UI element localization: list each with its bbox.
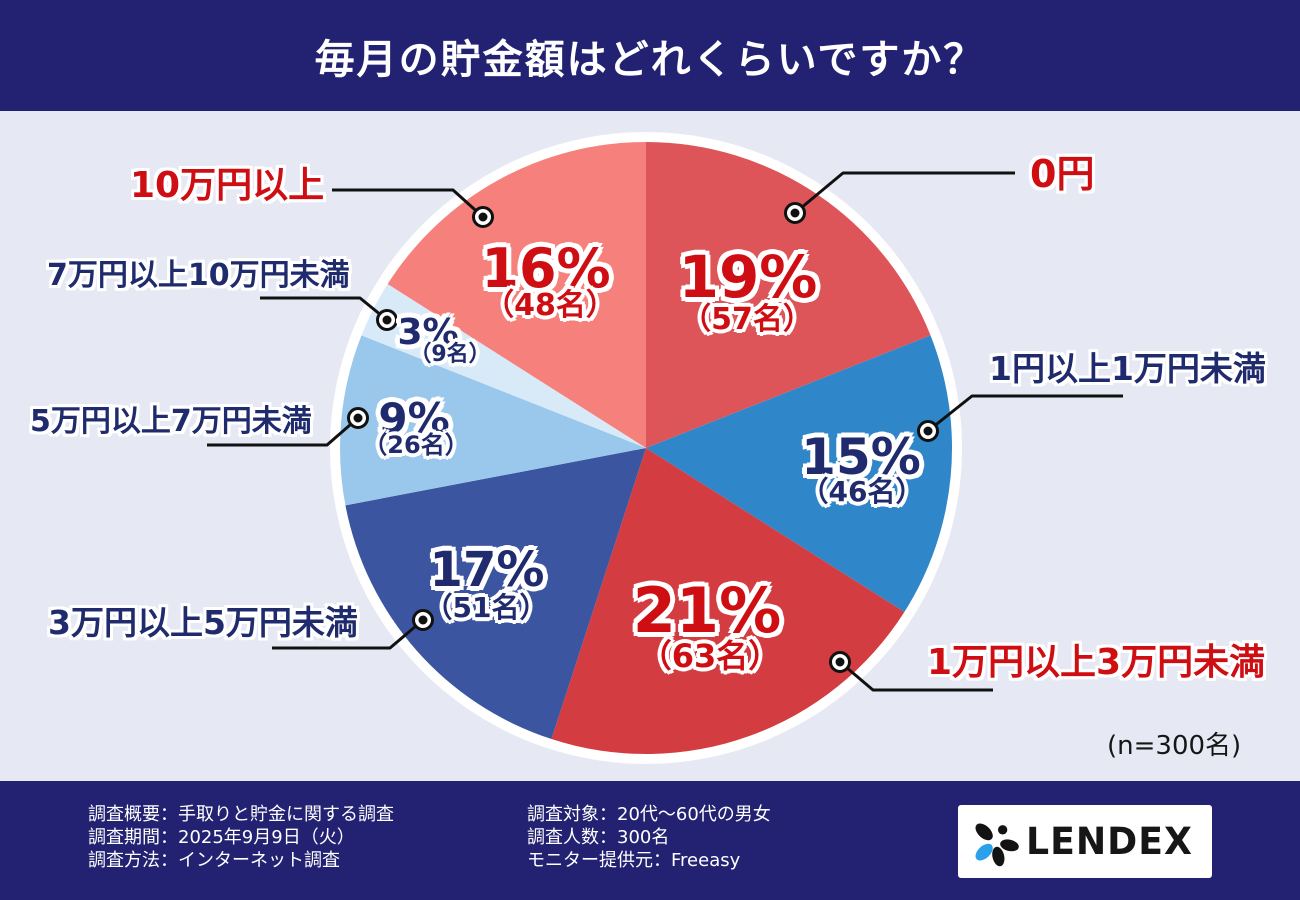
- slice-count-7to10man: （9名）: [409, 342, 491, 367]
- slice-count-5to7man: （26名）: [363, 431, 469, 459]
- callout-label-3to5man: 3万円以上5万円未満: [48, 603, 358, 642]
- callout-line-2: [839, 660, 993, 692]
- slice-pct-1to3man: 21%: [632, 574, 782, 647]
- slice-pct-7to10man: 3%: [397, 312, 459, 353]
- pie-slice-2: [551, 448, 905, 754]
- callout-line-4: [207, 416, 359, 447]
- survey-monitor: モニター提供元：Freeasy: [527, 850, 741, 871]
- callout-line-1: [927, 394, 1123, 433]
- callout-dot-inner-6: [478, 212, 488, 222]
- callout-dot-inner-4: [353, 413, 363, 423]
- callout-line-5: [260, 296, 388, 322]
- survey-period: 調査期間：2025年9月9日（火）: [88, 827, 355, 848]
- sample-size-label: (n=300名): [1107, 731, 1242, 761]
- slice-count-0en: （57名）: [681, 302, 813, 337]
- slice-pct-0en: 19%: [678, 243, 818, 311]
- callout-line-3: [272, 618, 424, 650]
- survey-info-right: 調査対象：20代〜60代の男女 調査人数：300名 モニター提供元：Freeas…: [527, 803, 771, 872]
- callout-line-6: [332, 188, 485, 219]
- pie-slice-4: [339, 335, 646, 506]
- callout-label-under1man: 1円以上1万円未満: [989, 349, 1266, 388]
- lendex-logo-text: LENDEX: [1026, 820, 1193, 863]
- pie-slice-1: [646, 335, 952, 612]
- survey-overview: 調査概要：手取りと貯金に関する調査: [88, 804, 394, 825]
- callout-dot-inner-2: [835, 657, 845, 667]
- callout-label-5to7man: 5万円以上7万円未満: [30, 404, 312, 439]
- callout-dot-inner-5: [382, 315, 392, 325]
- callout-label-7to10man: 7万円以上10万円未満: [47, 258, 350, 293]
- lendex-logo: LENDEX: [958, 805, 1212, 878]
- survey-target: 調査対象：20代〜60代の男女: [527, 804, 771, 825]
- title-bar: 毎月の貯金額はどれくらいですか？: [0, 0, 1300, 111]
- slice-pct-5to7man: 9%: [378, 394, 450, 443]
- slice-count-over10man: （48名）: [484, 288, 616, 323]
- slice-pct-over10man: 16%: [481, 237, 611, 300]
- callout-dot-inner-3: [418, 615, 428, 625]
- callout-dot-inner-1: [923, 426, 933, 436]
- page-title: 毎月の貯金額はどれくらいですか？: [314, 36, 986, 83]
- slice-count-3to5man: （51名）: [424, 591, 548, 624]
- slice-pct-3to5man: 17%: [429, 542, 545, 598]
- slice-count-1to3man: （63名）: [639, 637, 781, 675]
- pie-slice-6: [387, 142, 646, 448]
- callout-line-0: [794, 171, 1015, 215]
- lendex-flower-icon: [975, 823, 1019, 866]
- pie-slice-0: [646, 142, 931, 448]
- callout-label-0en: 0円: [1030, 152, 1095, 196]
- pie-slice-5: [361, 284, 646, 448]
- survey-count: 調査人数：300名: [527, 827, 670, 848]
- callout-dot-inner-0: [790, 208, 800, 218]
- callout-label-over10man: 10万円以上: [130, 165, 325, 206]
- callout-label-1to3man: 1万円以上3万円未満: [927, 642, 1266, 683]
- survey-method: 調査方法：インターネット調査: [88, 850, 340, 871]
- pie-slice-3: [345, 448, 646, 740]
- slice-count-under1man: （46名）: [800, 475, 924, 508]
- slice-pct-under1man: 15%: [801, 428, 921, 486]
- survey-info-left: 調査概要：手取りと貯金に関する調査 調査期間：2025年9月9日（火） 調査方法…: [88, 803, 394, 872]
